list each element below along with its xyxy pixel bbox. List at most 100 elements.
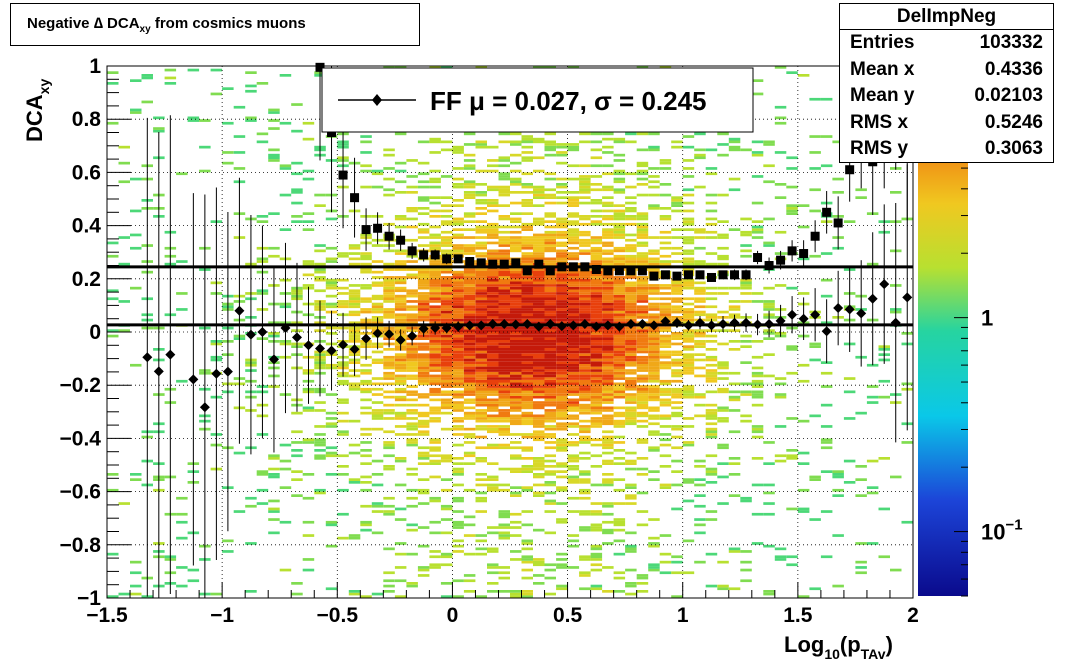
- heatmap-cell: [533, 361, 545, 364]
- heatmap-cell: [487, 225, 499, 229]
- heatmap-cell: [360, 462, 372, 465]
- heatmap-cell: [544, 249, 556, 253]
- heatmap-cell: [648, 249, 660, 253]
- heatmap-cell: [671, 316, 683, 319]
- heatmap-cell: [556, 252, 568, 255]
- data-point-diamond: [338, 339, 349, 350]
- heatmap-cell: [371, 401, 384, 404]
- heatmap-cell: [429, 137, 441, 141]
- heatmap-cell: [475, 411, 487, 415]
- heatmap-cell: [521, 403, 533, 407]
- heatmap-cell: [291, 129, 303, 133]
- data-point-square: [522, 266, 532, 276]
- heatmap-cell: [452, 284, 464, 287]
- heatmap-cell: [440, 363, 453, 367]
- heatmap-cell: [521, 393, 533, 396]
- heatmap-cell: [774, 230, 787, 234]
- y-tick-label: 1: [89, 55, 101, 78]
- heatmap-cell: [429, 284, 441, 287]
- heatmap-cell: [475, 377, 487, 380]
- heatmap-cell: [544, 143, 556, 146]
- heatmap-cell: [625, 260, 637, 263]
- heatmap-cell: [636, 387, 649, 391]
- heatmap-cell: [671, 387, 683, 391]
- heatmap-cell: [394, 161, 407, 165]
- heatmap-cell: [130, 363, 142, 367]
- heatmap-cell: [590, 512, 603, 516]
- heatmap-cell: [740, 390, 752, 394]
- heatmap-cell: [498, 334, 510, 338]
- heatmap-cell: [498, 310, 510, 314]
- heatmap-cell: [613, 236, 626, 239]
- heatmap-cell: [521, 310, 533, 314]
- heatmap-cell: [613, 457, 626, 460]
- heatmap-cell: [636, 350, 649, 354]
- heatmap-cell: [705, 435, 718, 439]
- heatmap-cell: [694, 523, 706, 527]
- heatmap-cell: [590, 332, 603, 335]
- heatmap-cell: [717, 233, 729, 237]
- heatmap-cell: [613, 414, 626, 418]
- heatmap-cell: [636, 523, 649, 527]
- heatmap-cell: [521, 300, 533, 303]
- heatmap-cell: [809, 342, 821, 346]
- heatmap-cell: [107, 473, 119, 476]
- heatmap-cell: [648, 292, 660, 295]
- heatmap-cell: [682, 371, 695, 375]
- heatmap-cell: [452, 249, 464, 253]
- heatmap-cell: [579, 387, 591, 391]
- heatmap-cell: [394, 358, 407, 362]
- heatmap-cell: [510, 286, 522, 290]
- heatmap-cell: [544, 363, 556, 367]
- heatmap-cell: [371, 297, 384, 301]
- heatmap-cell: [579, 305, 591, 309]
- heatmap-cell: [348, 305, 361, 309]
- heatmap-cell: [429, 244, 441, 247]
- heatmap-cell: [786, 345, 798, 348]
- heatmap-cell: [636, 425, 649, 428]
- heatmap-cell: [533, 257, 545, 261]
- heatmap-cell: [544, 425, 556, 428]
- heatmap-cell: [268, 510, 280, 513]
- heatmap-cell: [763, 286, 775, 290]
- heatmap-cell: [521, 568, 533, 572]
- heatmap-cell: [636, 236, 649, 239]
- heatmap-cell: [533, 137, 545, 141]
- heatmap-cell: [533, 382, 545, 386]
- heatmap-cell: [487, 446, 499, 450]
- heatmap-cell: [544, 188, 556, 192]
- heatmap-cell: [602, 284, 614, 287]
- heatmap-cell: [510, 350, 522, 354]
- heatmap-cell: [625, 196, 637, 199]
- heatmap-cell: [671, 286, 683, 290]
- heatmap-cell: [682, 252, 695, 255]
- heatmap-cell: [728, 398, 741, 402]
- heatmap-cell: [694, 148, 706, 152]
- heatmap-cell: [648, 145, 660, 149]
- heatmap-cell: [487, 419, 499, 423]
- heatmap-cell: [475, 191, 487, 194]
- heatmap-cell: [475, 417, 487, 420]
- heatmap-cell: [487, 348, 499, 351]
- data-point-diamond: [441, 323, 452, 334]
- heatmap-cell: [521, 241, 533, 245]
- heatmap-cell: [751, 201, 764, 205]
- heatmap-cell: [567, 228, 580, 231]
- heatmap-cell: [590, 502, 603, 505]
- heatmap-cell: [429, 262, 441, 266]
- heatmap-cell: [210, 68, 223, 72]
- heatmap-cell: [579, 470, 591, 473]
- heatmap-cell: [510, 558, 522, 561]
- heatmap-cell: [440, 582, 453, 585]
- heatmap-cell: [394, 355, 407, 359]
- heatmap-cell: [383, 249, 395, 253]
- heatmap-cell: [417, 371, 430, 375]
- heatmap-cell: [429, 550, 441, 553]
- heatmap-cell: [774, 382, 787, 386]
- heatmap-cell: [636, 254, 649, 258]
- heatmap-cell: [417, 566, 430, 569]
- heatmap-cell: [371, 172, 384, 176]
- heatmap-cell: [487, 233, 499, 237]
- heatmap-cell: [717, 143, 729, 146]
- heatmap-cell: [429, 563, 441, 567]
